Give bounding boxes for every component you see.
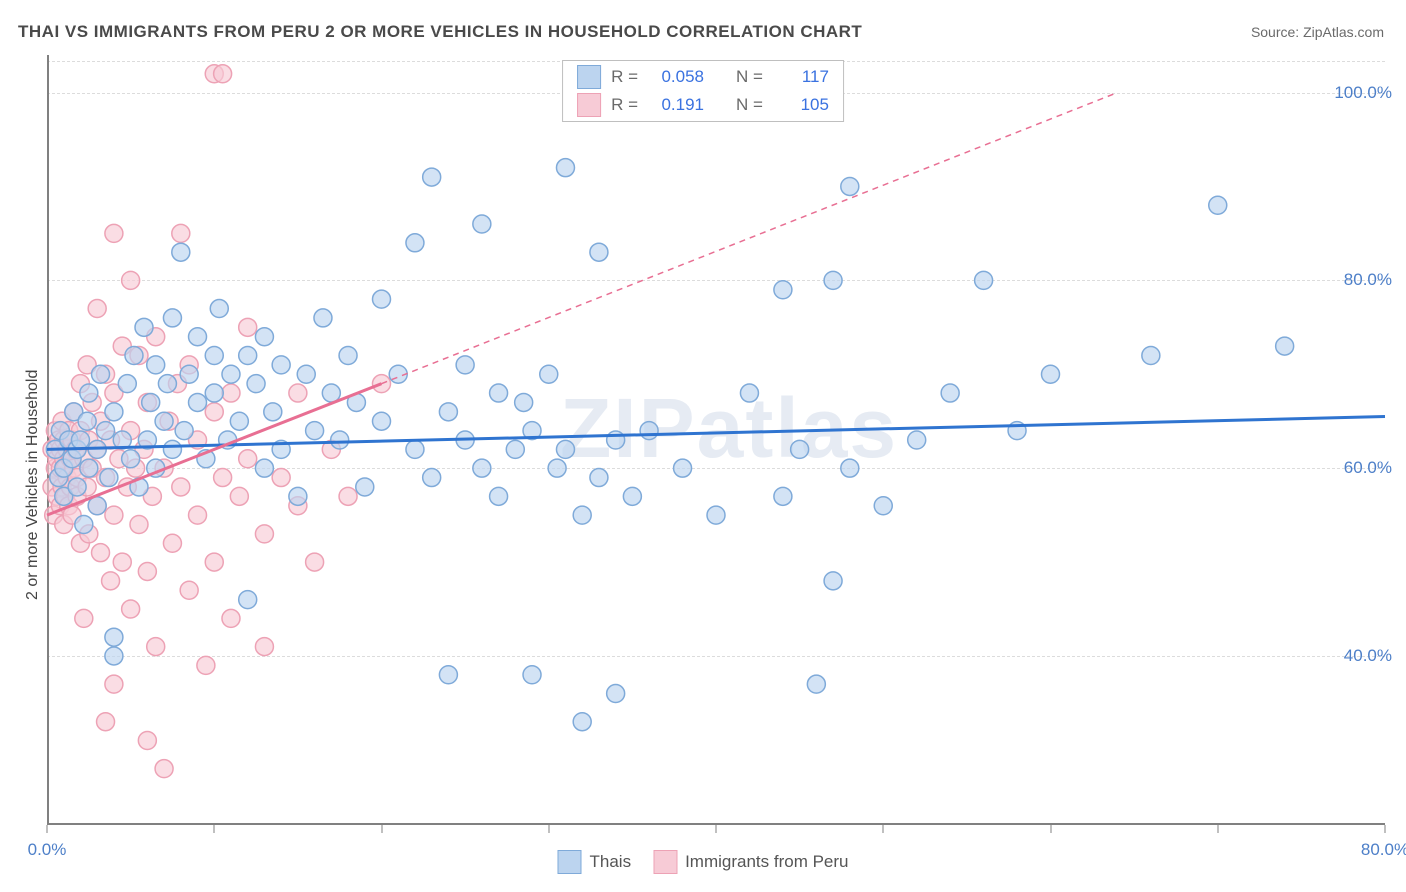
x-tick	[548, 825, 549, 833]
x-tick	[1385, 825, 1386, 833]
x-tick	[1217, 825, 1218, 833]
legend-R-label: R =	[611, 67, 638, 87]
legend-peru-label: Immigrants from Peru	[685, 852, 848, 872]
correlation-legend: R = 0.058 N = 117 R = 0.191 N = 105	[562, 60, 844, 122]
legend-item-peru: Immigrants from Peru	[653, 850, 848, 874]
x-tick	[716, 825, 717, 833]
legend-R-label: R =	[611, 95, 638, 115]
legend-item-thai: Thais	[557, 850, 631, 874]
scatter-svg	[47, 55, 1385, 825]
x-tick	[214, 825, 215, 833]
chart-title: THAI VS IMMIGRANTS FROM PERU 2 OR MORE V…	[18, 22, 862, 42]
legend-N-label: N =	[736, 95, 763, 115]
y-axis-label: 2 or more Vehicles in Household	[24, 370, 42, 600]
swatch-thai	[577, 65, 601, 89]
series-legend: Thais Immigrants from Peru	[557, 850, 848, 874]
x-tick	[47, 825, 48, 833]
swatch-peru	[577, 93, 601, 117]
x-tick-label: 0.0%	[28, 840, 67, 860]
legend-row-thai: R = 0.058 N = 117	[563, 63, 843, 91]
x-tick	[1050, 825, 1051, 833]
legend-thai-label: Thais	[589, 852, 631, 872]
swatch-thai	[557, 850, 581, 874]
legend-row-peru: R = 0.191 N = 105	[563, 91, 843, 119]
legend-N-label: N =	[736, 67, 763, 87]
x-tick	[381, 825, 382, 833]
x-tick-label: 80.0%	[1361, 840, 1406, 860]
legend-thai-R: 0.058	[648, 67, 704, 87]
swatch-peru	[653, 850, 677, 874]
legend-peru-N: 105	[773, 95, 829, 115]
x-tick	[883, 825, 884, 833]
source-label: Source: ZipAtlas.com	[1251, 24, 1384, 40]
chart-container: THAI VS IMMIGRANTS FROM PERU 2 OR MORE V…	[0, 0, 1406, 892]
legend-thai-N: 117	[773, 67, 829, 87]
legend-peru-R: 0.191	[648, 95, 704, 115]
